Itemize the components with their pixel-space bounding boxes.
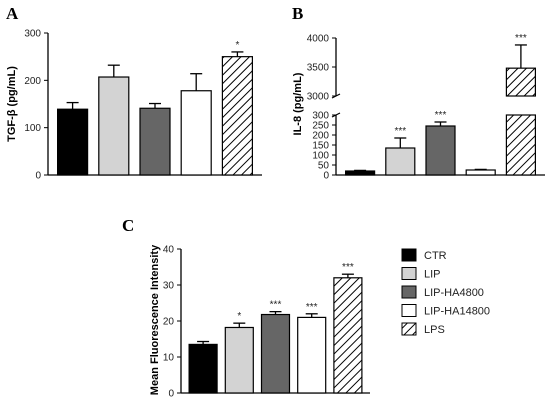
y-tick-label: 20 — [163, 317, 175, 328]
y-tick-label: 3500 — [307, 63, 330, 74]
significance-label: *** — [394, 126, 406, 137]
legend-swatch-lip-ha4800 — [401, 285, 417, 299]
significance-label: *** — [435, 110, 447, 121]
significance-label: *** — [515, 33, 527, 44]
y-tick-label: 0 — [323, 171, 329, 182]
legend: CTR LIP LIP-HA4800 LIP-HA14800 LPS — [401, 248, 490, 336]
panel-a-y-axis-label: TGF-β (pg/mL) — [6, 66, 18, 142]
bar-lip — [224, 326, 254, 394]
bar-lps-lower — [505, 114, 536, 176]
y-tick-label: 300 — [24, 29, 41, 40]
y-tick-label: 300 — [312, 111, 329, 122]
bar-lip-ha4800 — [425, 125, 456, 176]
legend-label: LIP — [424, 269, 441, 281]
legend-swatch-ctr — [401, 248, 417, 262]
y-tick-label: 3000 — [307, 92, 330, 103]
legend-swatch-lip — [401, 267, 417, 280]
significance-label: *** — [270, 300, 282, 311]
legend-swatch-lps — [401, 322, 417, 336]
panel-a-chart: TGF-β (pg/mL) 0 100 200 300 * — [6, 29, 262, 182]
y-tick-label: 0 — [168, 389, 174, 400]
legend-label: LIP-HA4800 — [424, 287, 484, 299]
y-tick-label: 100 — [24, 123, 41, 134]
y-tick-label: 50 — [318, 161, 330, 172]
y-tick-label: 0 — [35, 171, 41, 182]
significance-label: *** — [342, 262, 354, 273]
legend-label: LIP-HA14800 — [424, 306, 490, 318]
legend-swatch-lip-ha14800 — [401, 304, 417, 317]
legend-label: CTR — [424, 250, 447, 262]
bar-ctr — [56, 108, 89, 176]
bar-lip-ha4800 — [260, 313, 291, 394]
panel-c-chart: Mean Fluorescence Intensity 010203040***… — [149, 244, 370, 400]
bar-lip — [385, 147, 416, 176]
bar-lip-ha14800 — [180, 90, 212, 176]
y-tick-label: 200 — [24, 76, 41, 87]
y-tick-label: 200 — [312, 131, 329, 142]
bar-lps — [221, 56, 253, 176]
bar-lps — [333, 277, 363, 394]
y-tick-label: 100 — [312, 151, 329, 162]
panel-letter-c: C — [122, 216, 134, 235]
bar-ctr — [345, 170, 376, 176]
bar-lip-ha14800 — [297, 316, 327, 394]
y-tick-label: 10 — [163, 353, 175, 364]
y-tick-label: 30 — [163, 281, 175, 292]
legend-label: LPS — [424, 324, 445, 336]
significance-label: * — [235, 40, 239, 51]
bar-lip-ha4800 — [139, 107, 171, 176]
y-tick-label: 150 — [312, 141, 329, 152]
y-tick-label: 4000 — [307, 34, 330, 45]
bar-lip-ha14800 — [465, 169, 496, 176]
panel-c-y-axis-label: Mean Fluorescence Intensity — [149, 244, 161, 395]
significance-label: *** — [306, 302, 318, 313]
panel-letter-b: B — [292, 4, 303, 23]
bar-ctr — [188, 343, 218, 394]
y-tick-label: 40 — [163, 245, 175, 256]
bar-lip — [98, 76, 130, 176]
significance-label: * — [237, 311, 241, 322]
panel-letter-a: A — [6, 4, 19, 23]
y-tick-label: 250 — [312, 121, 329, 132]
panel-b-y-axis-label: IL-8 (pg/mL) — [292, 72, 304, 135]
bar-lps-upper — [505, 67, 536, 97]
